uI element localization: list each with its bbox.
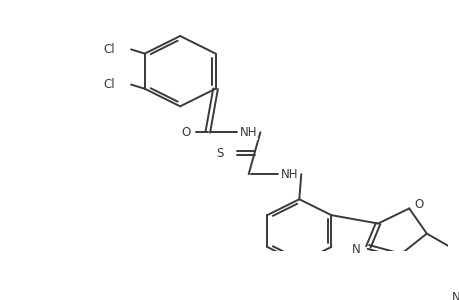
Text: N: N <box>351 243 360 256</box>
Text: O: O <box>181 126 190 139</box>
Text: Cl: Cl <box>103 43 114 56</box>
Text: S: S <box>216 147 223 160</box>
Text: NH: NH <box>240 126 257 139</box>
Text: O: O <box>414 198 423 211</box>
Text: Cl: Cl <box>103 78 114 91</box>
Text: N: N <box>451 291 459 300</box>
Text: NH: NH <box>280 168 298 181</box>
